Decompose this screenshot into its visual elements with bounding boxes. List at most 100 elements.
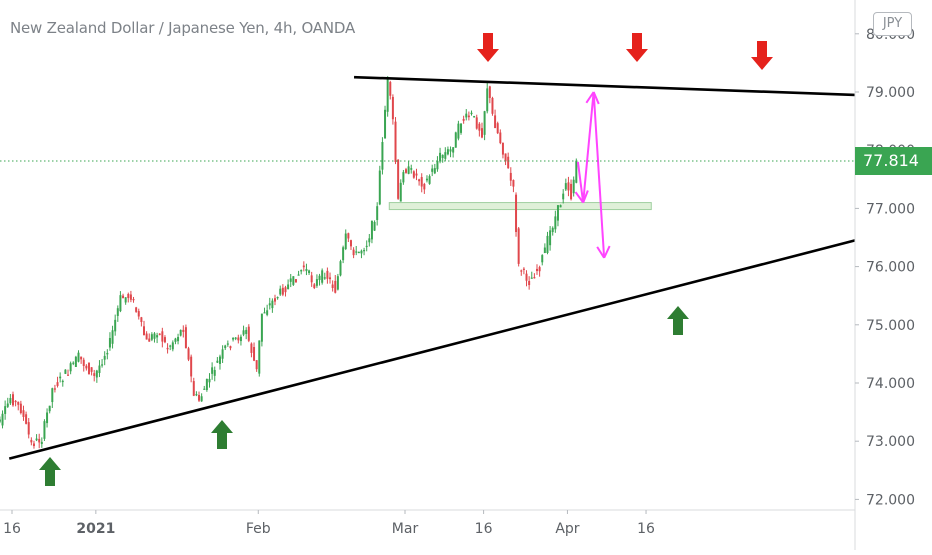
candle-body: [187, 348, 190, 360]
candle-body: [101, 364, 104, 366]
candle-body: [460, 123, 463, 133]
candle-body: [478, 123, 481, 131]
price-series: [0, 76, 578, 449]
currency-badge[interactable]: JPY: [873, 12, 912, 36]
candle-body: [255, 360, 258, 370]
buy-signal-arrow: [667, 306, 689, 335]
candle-body: [114, 319, 117, 332]
candle-body: [494, 115, 497, 129]
candle-body: [35, 438, 38, 441]
candle-body: [51, 388, 54, 403]
candle-body: [507, 156, 510, 169]
candle-body: [431, 168, 434, 172]
candle-body: [536, 268, 538, 272]
projection-arrow-down-2: [592, 91, 606, 258]
candle-body: [129, 294, 132, 300]
candle-body: [504, 153, 507, 162]
x-tick-label: 16: [475, 521, 493, 537]
candle-body: [169, 345, 172, 347]
candle-body: [250, 343, 253, 353]
candle-body: [517, 228, 520, 264]
candle-body: [177, 336, 180, 342]
x-tick-label: 16: [3, 521, 21, 537]
candle-body: [444, 152, 447, 159]
candle-body: [200, 396, 203, 402]
x-tick-label: 16: [637, 521, 655, 537]
candle-body: [433, 168, 436, 174]
candle-body: [376, 206, 379, 220]
candle-body: [284, 287, 287, 293]
candle-body: [452, 147, 455, 153]
candle-body: [184, 327, 187, 349]
candle-body: [69, 363, 72, 372]
candle-body: [549, 230, 552, 246]
y-tick-label: 76.000: [866, 260, 915, 276]
projection-arrow-up-head: [585, 91, 595, 104]
candle-body: [198, 394, 201, 401]
candle-body: [520, 270, 523, 272]
candle-body: [486, 88, 489, 112]
candle-body: [174, 338, 177, 342]
candle-body: [239, 336, 242, 342]
candle-body: [46, 412, 49, 424]
candle-body: [512, 180, 515, 187]
candle-body: [74, 356, 77, 367]
candle-body: [323, 277, 326, 279]
candle-body: [90, 367, 93, 372]
candle-body: [418, 179, 421, 182]
candle-body: [496, 123, 499, 134]
candle-body: [294, 279, 297, 283]
candle-body: [428, 176, 431, 184]
candle-body: [454, 132, 457, 148]
candle-body: [572, 179, 575, 194]
x-tick-label: Apr: [555, 521, 579, 537]
candle-body: [300, 269, 303, 272]
candle-body: [64, 369, 67, 374]
candle-body: [266, 310, 269, 315]
candle-body: [331, 284, 334, 288]
sell-signal-arrow: [477, 33, 499, 62]
candle-body: [342, 247, 345, 261]
candle-body: [509, 172, 512, 181]
candle-body: [179, 329, 182, 336]
candle-body: [420, 177, 423, 187]
candle-body: [166, 347, 169, 350]
candle-body: [318, 275, 321, 281]
candle-body: [67, 374, 70, 376]
candle-body: [80, 356, 83, 360]
candle-body: [394, 121, 397, 162]
candle-body: [72, 362, 75, 364]
candle-body: [234, 337, 237, 339]
candle-body: [119, 295, 122, 312]
candle-body: [59, 376, 62, 379]
support-zone: [388, 202, 652, 211]
candle-body: [326, 270, 329, 279]
axes: 72.00073.00074.00075.00076.00077.00078.0…: [0, 0, 915, 550]
candle-body: [25, 414, 28, 424]
candle-body: [0, 419, 1, 422]
candle-body: [551, 227, 554, 233]
candle-body: [439, 152, 442, 162]
candle-body: [17, 401, 20, 405]
candle-body: [329, 277, 332, 280]
candle-body: [491, 97, 494, 114]
projection-arrow-down-1: [576, 161, 585, 203]
candle-body: [321, 270, 324, 283]
candle-body: [480, 128, 483, 138]
candle-body: [135, 307, 138, 312]
candle-body: [87, 362, 90, 375]
candle-body: [441, 154, 444, 159]
candle-body: [56, 382, 59, 386]
candle-body: [570, 183, 573, 200]
candle-body: [156, 335, 159, 338]
candle-body: [137, 311, 140, 317]
candle-body: [470, 112, 473, 115]
candle-body: [216, 360, 219, 363]
y-tick-label: 75.000: [866, 318, 915, 334]
candle-body: [575, 160, 578, 183]
candle-body: [543, 247, 546, 253]
candle-body: [274, 298, 276, 302]
candle-body: [140, 317, 143, 323]
